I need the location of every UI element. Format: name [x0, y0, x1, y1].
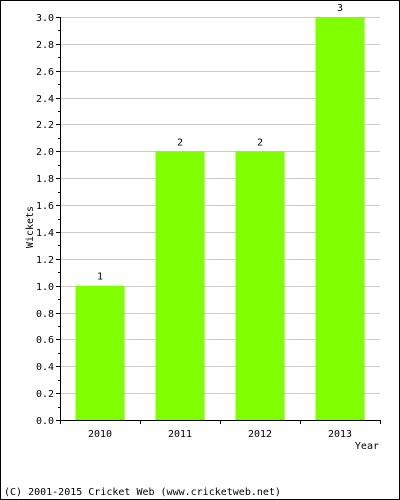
x-tick-label-2011: 2011	[168, 429, 192, 440]
copyright-footer: (C) 2001-2015 Cricket Web (www.cricketwe…	[4, 487, 281, 498]
y-tick-label: 3.0	[36, 13, 54, 24]
y-tick-label: 0.4	[36, 362, 54, 373]
data-label-2010: 1	[97, 272, 103, 283]
axes	[56, 17, 381, 424]
y-tick-label: 1.8	[36, 174, 54, 185]
y-tick-label: 2.4	[36, 94, 54, 105]
x-tick-label-2012: 2012	[248, 429, 272, 440]
bar-2013	[315, 17, 365, 420]
y-axis-label: Wickets	[25, 206, 36, 248]
data-label-2013: 3	[337, 3, 343, 14]
x-tick-labels: 2010 2011 2012 2013	[88, 429, 352, 440]
y-tick-label: 0.0	[36, 416, 54, 427]
bar-2010	[75, 285, 125, 420]
y-tick-label: 2.2	[36, 120, 54, 131]
bars	[75, 17, 365, 421]
y-tick-label: 0.8	[36, 309, 54, 320]
y-tick-labels: 0.0 0.2 0.4 0.6 0.8 1.0 1.2 1.4 1.6 1.8 2.0 2.2 2.4 2…	[36, 13, 54, 427]
x-axis-label: Year	[355, 441, 379, 452]
y-tick-label: 2.0	[36, 147, 54, 158]
y-tick-label: 0.2	[36, 389, 54, 400]
bar-2011	[155, 151, 205, 421]
y-tick-label: 0.6	[36, 335, 54, 346]
data-labels: 1 2 2 3	[97, 3, 343, 283]
data-label-2012: 2	[257, 137, 263, 148]
y-tick-label: 1.0	[36, 282, 54, 293]
y-tick-label: 1.2	[36, 255, 54, 266]
data-label-2011: 2	[177, 137, 183, 148]
y-tick-label: 2.8	[36, 40, 54, 51]
bar-2012	[235, 151, 285, 421]
y-tick-label: 1.6	[36, 201, 54, 212]
y-tick-label: 1.4	[36, 228, 54, 239]
y-tick-label: 2.6	[36, 67, 54, 78]
x-tick-label-2013: 2013	[328, 429, 352, 440]
x-tick-label-2010: 2010	[88, 429, 112, 440]
